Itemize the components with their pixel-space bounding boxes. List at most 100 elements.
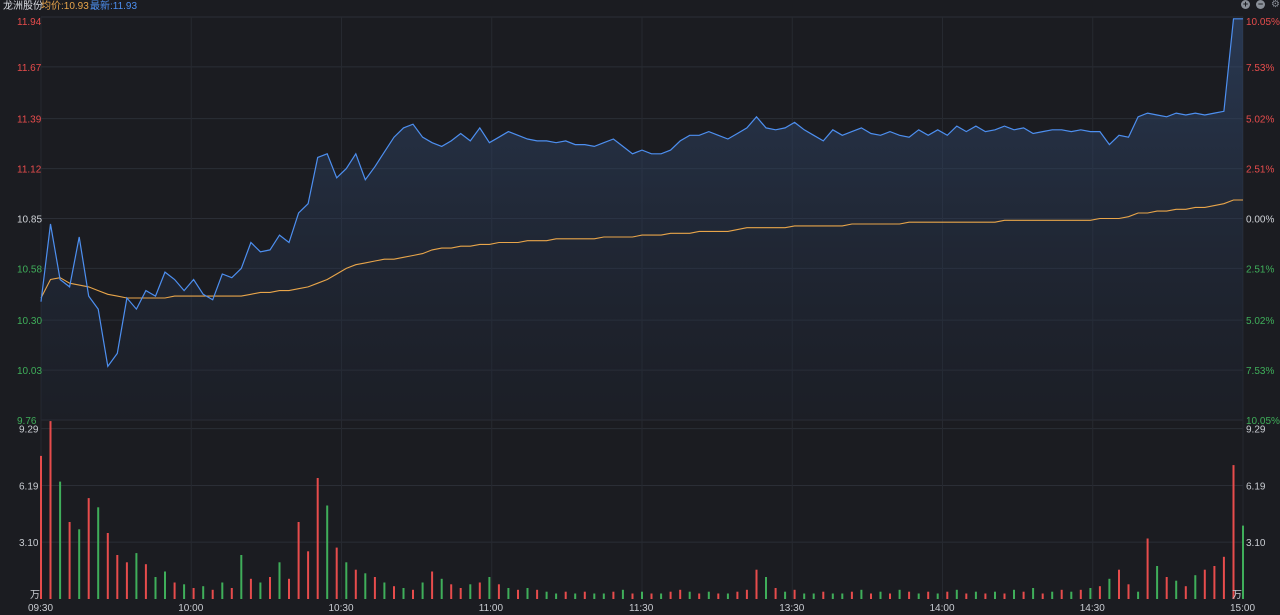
volume-bar: [192, 588, 195, 599]
volume-bar: [641, 591, 643, 599]
volume-bar: [984, 593, 987, 599]
volume-bar: [173, 582, 176, 599]
volume-bar: [936, 593, 939, 599]
volume-bar: [1070, 591, 1073, 599]
volume-bar: [1041, 593, 1044, 599]
volume-bars: [40, 421, 1244, 599]
zoom-in-icon[interactable]: +: [1241, 0, 1250, 9]
percent-tick-label: 7.53%: [1246, 366, 1274, 377]
volume-bar: [822, 591, 825, 599]
volume-bar: [526, 588, 529, 599]
volume-bar: [755, 569, 758, 599]
volume-bar: [1203, 569, 1206, 599]
gear-icon[interactable]: ⚙: [1271, 0, 1280, 10]
volume-bar: [183, 584, 186, 599]
volume-bar: [49, 421, 52, 599]
volume-bar: [135, 553, 138, 599]
volume-bar: [536, 589, 539, 599]
volume-bar: [240, 555, 243, 599]
volume-bar: [68, 522, 71, 599]
volume-bar: [679, 589, 682, 599]
volume-bar: [507, 588, 510, 599]
volume-bar: [87, 498, 90, 599]
volume-bar: [555, 593, 558, 599]
price-tick-label: 11.39: [17, 115, 42, 126]
volume-bar: [803, 593, 806, 599]
volume-tick-label: 3.10: [19, 538, 39, 549]
volume-bar: [1156, 566, 1159, 599]
volume-bar: [78, 529, 81, 599]
volume-bar: [316, 478, 319, 599]
volume-bar: [1222, 556, 1225, 599]
volume-bar: [1003, 593, 1006, 599]
price-tick-label: 10.30: [17, 316, 42, 327]
volume-bar: [116, 555, 119, 599]
volume-bar: [812, 593, 815, 599]
percent-tick-label: 10.05%: [1246, 17, 1280, 28]
volume-bar: [669, 591, 672, 599]
volume-bar: [965, 593, 968, 599]
percent-tick-label: 10.05%: [1246, 416, 1280, 427]
time-tick-label: 11:00: [479, 603, 504, 614]
time-tick-label: 14:00: [930, 603, 955, 614]
volume-bar: [908, 591, 911, 599]
volume-bar: [1051, 591, 1054, 599]
volume-bar: [688, 591, 691, 599]
volume-bar: [431, 571, 434, 599]
volume-bar: [297, 522, 300, 599]
volume-bar: [717, 593, 720, 599]
volume-bar: [602, 593, 605, 599]
price-area: [41, 18, 1243, 421]
volume-bar: [621, 589, 624, 599]
volume-bar: [421, 582, 424, 599]
latest-price-label: 最新:11.93: [90, 1, 138, 12]
volume-bar: [593, 593, 596, 599]
volume-bar: [631, 593, 634, 599]
average-price-line: [40, 199, 1243, 299]
time-tick-label: 15:00: [1230, 603, 1255, 614]
price-tick-label: 11.94: [17, 17, 42, 28]
volume-bar: [354, 569, 357, 599]
volume-bar: [765, 577, 767, 599]
volume-bar: [59, 481, 62, 599]
volume-bar: [1194, 575, 1197, 599]
percent-tick-label: 5.02%: [1246, 115, 1274, 126]
volume-bar: [860, 589, 863, 599]
volume-bar: [879, 591, 882, 599]
price-tick-label: 10.03: [17, 366, 42, 377]
volume-bar: [850, 591, 853, 599]
volume-bar: [373, 577, 376, 599]
chart-header: 龙洲股份 均价:10.93 最新:11.93 + − ⚙: [0, 0, 1280, 14]
volume-bar: [249, 578, 252, 599]
volume-bar: [326, 505, 329, 599]
price-tick-label: 10.85: [17, 215, 42, 226]
volume-bar: [841, 593, 844, 599]
volume-bar: [1108, 578, 1111, 599]
volume-bar: [955, 589, 958, 599]
volume-bar: [736, 591, 739, 599]
volume-bar: [831, 593, 834, 599]
time-tick-label: 10:30: [329, 603, 354, 614]
volume-bar: [488, 577, 491, 599]
price-tick-label: 10.58: [17, 264, 42, 275]
volume-bar: [974, 591, 977, 599]
volume-bar: [412, 589, 414, 599]
volume-bar: [97, 507, 100, 599]
percent-tick-label: 5.02%: [1246, 316, 1274, 327]
latest-price-series: [40, 18, 1243, 368]
volume-unit-label: 万: [30, 590, 40, 601]
volume-bar: [459, 588, 462, 599]
volume-bar: [164, 571, 166, 599]
volume-bar: [726, 593, 729, 599]
time-tick-label: 11:30: [629, 603, 654, 614]
volume-bar: [1213, 566, 1216, 599]
zoom-out-icon[interactable]: −: [1256, 0, 1265, 9]
volume-tick-label-right: 9.29: [1246, 425, 1266, 436]
percent-tick-label: 2.51%: [1246, 165, 1274, 176]
percent-tick-label: 2.51%: [1246, 264, 1274, 275]
volume-tick-label-right: 6.19: [1246, 481, 1266, 492]
volume-bar: [278, 562, 281, 599]
volume-bar: [1098, 586, 1101, 599]
volume-bar: [698, 593, 701, 599]
volume-bar: [106, 533, 109, 599]
